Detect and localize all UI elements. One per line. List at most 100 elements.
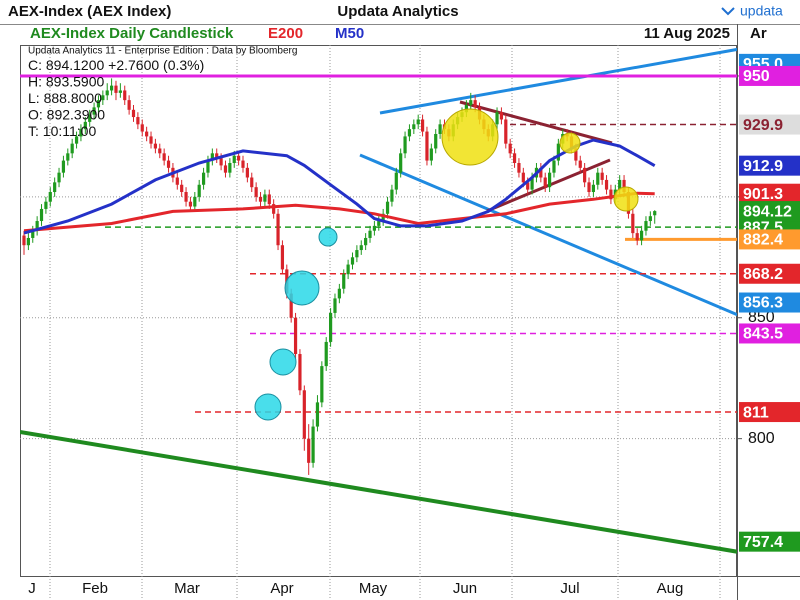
candle-body — [96, 100, 101, 108]
candle-body — [201, 172, 206, 185]
candle-body — [175, 177, 179, 185]
candle-body — [184, 192, 188, 202]
candle-body — [298, 354, 302, 391]
candle-body — [556, 143, 560, 161]
candle-body — [639, 230, 644, 241]
candle-body — [407, 129, 412, 137]
highlight — [613, 186, 639, 212]
candle-body — [495, 112, 499, 125]
candle-body — [35, 221, 39, 231]
candle-body — [153, 143, 157, 149]
candle-body — [355, 250, 359, 258]
candle-body — [412, 124, 416, 130]
x-tick-label: Aug — [657, 580, 684, 597]
candle-body — [517, 163, 521, 173]
candle-body — [197, 184, 201, 197]
channel-top — [379, 47, 737, 115]
candle-body — [429, 148, 433, 161]
candle-body — [644, 221, 648, 231]
candle-body — [521, 172, 525, 183]
candle-body — [434, 133, 438, 149]
candle-body — [223, 165, 228, 173]
candle-body — [600, 172, 604, 180]
candle-body — [425, 131, 429, 161]
highlight — [559, 132, 581, 154]
candle-body — [136, 117, 140, 125]
candle-body — [88, 114, 92, 122]
candle-body — [512, 153, 517, 163]
y-axis: 800850900950955.0950929.9887.5882.4868.2… — [737, 53, 800, 552]
candle-body — [372, 225, 376, 231]
price-label-box — [739, 292, 800, 313]
logo-icon — [721, 7, 735, 16]
candle-body — [22, 235, 26, 246]
candle-body — [587, 182, 591, 193]
candle-body — [622, 179, 626, 193]
candle-body — [574, 148, 578, 161]
candle-body — [653, 211, 657, 216]
price-label-box — [739, 263, 800, 284]
candle-body — [180, 184, 184, 193]
candle-body — [289, 293, 293, 318]
highlights — [254, 108, 639, 421]
candle-body — [359, 245, 363, 251]
info-line: C: 894.1200 +2.7600 (0.3%) — [28, 57, 204, 73]
candle-body — [596, 172, 600, 185]
candle-body — [368, 230, 372, 238]
candle-body — [469, 100, 473, 105]
candle-body — [293, 317, 298, 355]
candle-body — [101, 95, 105, 101]
highlight — [441, 108, 499, 166]
candle-body — [364, 237, 368, 246]
candle-body — [166, 160, 171, 168]
price-label: 868.2 — [743, 266, 783, 283]
candle-body — [333, 298, 337, 313]
candle-body — [48, 192, 52, 202]
candle-body — [228, 163, 232, 173]
price-label: 882.4 — [743, 232, 783, 249]
candle-body — [377, 221, 381, 226]
candle-body — [438, 124, 442, 134]
candle-body — [145, 131, 149, 137]
price-label-box — [739, 323, 800, 344]
candle-body — [162, 153, 166, 161]
candle-body — [631, 213, 635, 234]
page-title: AEX-Index (AEX Index) — [8, 3, 171, 20]
candle-body — [583, 167, 587, 183]
candle-body — [403, 136, 407, 154]
candle-body — [215, 153, 219, 159]
candle-body — [123, 90, 127, 101]
candle-body — [188, 201, 193, 207]
candle-body — [254, 187, 258, 197]
candle-body — [258, 196, 263, 202]
candle-body — [618, 179, 622, 190]
ma-line — [23, 191, 655, 233]
candle-body — [648, 216, 652, 222]
price-label: 856.3 — [743, 295, 783, 312]
highlight — [254, 393, 282, 421]
price-label-box — [739, 229, 800, 250]
candle-body — [420, 119, 425, 132]
candle-body — [79, 129, 83, 137]
candle-body — [543, 177, 547, 188]
info-line: T: 10:11:00 — [28, 123, 96, 139]
candle-body — [604, 179, 609, 190]
candle-body — [337, 288, 341, 299]
candle-body — [390, 189, 394, 202]
candle-body — [302, 390, 306, 439]
x-tick-label: Feb — [82, 580, 108, 597]
candle-body — [350, 257, 355, 265]
candle-body — [250, 177, 254, 188]
price-label: 901.3 — [743, 186, 783, 203]
candle-body — [508, 143, 512, 154]
candle-body — [346, 264, 350, 275]
price-label: 929.9 — [743, 117, 783, 134]
y-tick-label: 800 — [748, 430, 775, 447]
price-label: 843.5 — [743, 326, 783, 343]
candle-body — [127, 100, 131, 110]
price-label-box — [739, 65, 800, 86]
price-label-box — [739, 201, 800, 222]
candle-body — [539, 167, 543, 178]
legend-entry: M50 — [335, 25, 364, 42]
